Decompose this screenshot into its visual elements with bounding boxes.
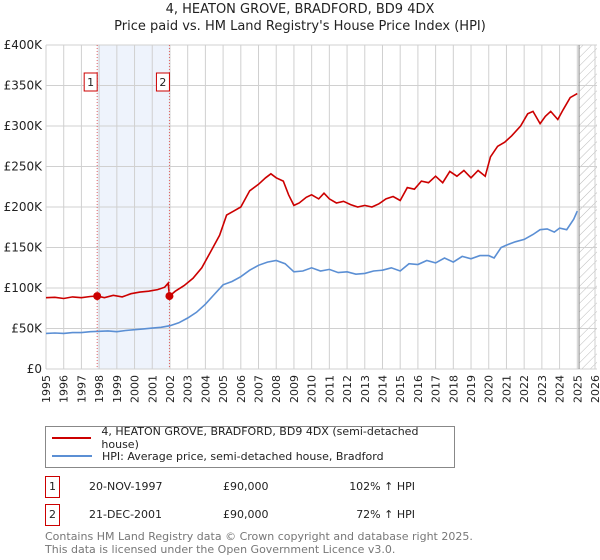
legend: 4, HEATON GROVE, BRADFORD, BD9 4DX (semi… [45, 425, 455, 468]
y-tick-label: £200K [4, 200, 44, 214]
legend-swatch-blue [52, 455, 92, 457]
sale-label: 2 [159, 76, 166, 89]
x-tick-label: 2019 [465, 375, 478, 403]
x-tick-label: 1999 [111, 375, 124, 403]
x-tick-label: 2007 [253, 375, 266, 403]
x-tick-label: 2004 [199, 375, 212, 403]
x-tick-label: 1996 [58, 375, 71, 403]
hpi-line [45, 210, 579, 335]
x-tick-label: 2017 [430, 375, 443, 403]
sale-label: 1 [87, 76, 94, 89]
transaction-price: £90,000 [223, 508, 269, 521]
y-tick-label: £50K [11, 322, 43, 336]
x-tick-label: 2016 [412, 375, 425, 403]
footer-copyright: Contains HM Land Registry data © Crown c… [45, 530, 473, 543]
x-tick-label: 1995 [40, 375, 53, 403]
x-tick-label: 2020 [483, 375, 496, 403]
legend-item-hpi: HPI: Average price, semi-detached house,… [52, 448, 384, 464]
x-tick-label: 2000 [129, 375, 142, 403]
legend-swatch-red [52, 437, 92, 439]
legend-item-property: 4, HEATON GROVE, BRADFORD, BD9 4DX (semi… [52, 425, 454, 451]
property-price-line [45, 92, 578, 300]
y-tick-label: £100K [4, 281, 44, 295]
footer: Contains HM Land Registry data © Crown c… [45, 530, 473, 556]
x-tick-label: 2022 [518, 375, 531, 403]
sale-point [165, 292, 174, 301]
transaction-marker: 2 [45, 504, 60, 526]
x-tick-label: 1998 [93, 375, 106, 403]
x-tick-label: 1997 [75, 375, 88, 403]
x-tick-label: 2012 [341, 375, 354, 403]
x-tick-label: 2006 [235, 375, 248, 403]
chart-subtitle: Price paid vs. HM Land Registry's House … [114, 19, 486, 34]
y-tick-label: £400K [4, 38, 44, 52]
transaction-date: 20-NOV-1997 [89, 480, 163, 493]
x-tick-label: 2011 [323, 375, 336, 403]
x-tick-label: 2013 [359, 375, 372, 403]
y-tick-label: £300K [4, 119, 44, 133]
x-tick-label: 2008 [270, 375, 283, 403]
legend-label-hpi: HPI: Average price, semi-detached house,… [102, 449, 384, 463]
transaction-row: 2 21-DEC-2001 £90,000 72% ↑ HPI [45, 504, 445, 526]
x-tick-label: 2001 [146, 375, 159, 403]
legend-label-property: 4, HEATON GROVE, BRADFORD, BD9 4DX (semi… [101, 425, 419, 451]
price-chart: 1995 1996 1997 1998 1999 2000 2001 2002 2003 2004… [4, 38, 600, 403]
x-tick-label: 2002 [164, 375, 177, 403]
y-tick-label: £150K [4, 241, 44, 255]
x-tick-label: 2014 [376, 375, 389, 403]
sale-point [93, 292, 102, 301]
x-tick-label: 2025 [571, 375, 584, 403]
footer-licence: This data is licensed under the Open Gov… [45, 543, 396, 556]
x-tick-label: 2023 [536, 375, 549, 403]
y-tick-label: £350K [4, 79, 44, 93]
x-tick-label: 2015 [394, 375, 407, 403]
x-tick-label: 2026 [589, 375, 600, 403]
transaction-marker: 1 [45, 476, 60, 498]
y-tick-label: £250K [4, 160, 44, 174]
chart-title: 4, HEATON GROVE, BRADFORD, BD9 4DX [165, 2, 435, 17]
sale-label-box [155, 72, 170, 92]
sale-label-box [83, 72, 98, 92]
x-tick-label: 2024 [554, 375, 567, 403]
transaction-row: 1 20-NOV-1997 £90,000 102% ↑ HPI [45, 476, 445, 498]
x-tick-label: 2018 [447, 375, 460, 403]
x-tick-label: 2005 [217, 375, 230, 403]
transaction-date: 21-DEC-2001 [89, 508, 163, 521]
y-tick-label: £0 [27, 362, 42, 376]
x-tick-label: 2021 [500, 375, 513, 403]
x-tick-label: 2009 [288, 375, 301, 403]
transaction-price: £90,000 [223, 480, 269, 493]
x-tick-label: 2010 [306, 375, 319, 403]
x-tick-label: 2003 [182, 375, 195, 403]
transaction-hpi: 72% ↑ HPI [356, 508, 415, 521]
transaction-hpi: 102% ↑ HPI [349, 480, 415, 493]
